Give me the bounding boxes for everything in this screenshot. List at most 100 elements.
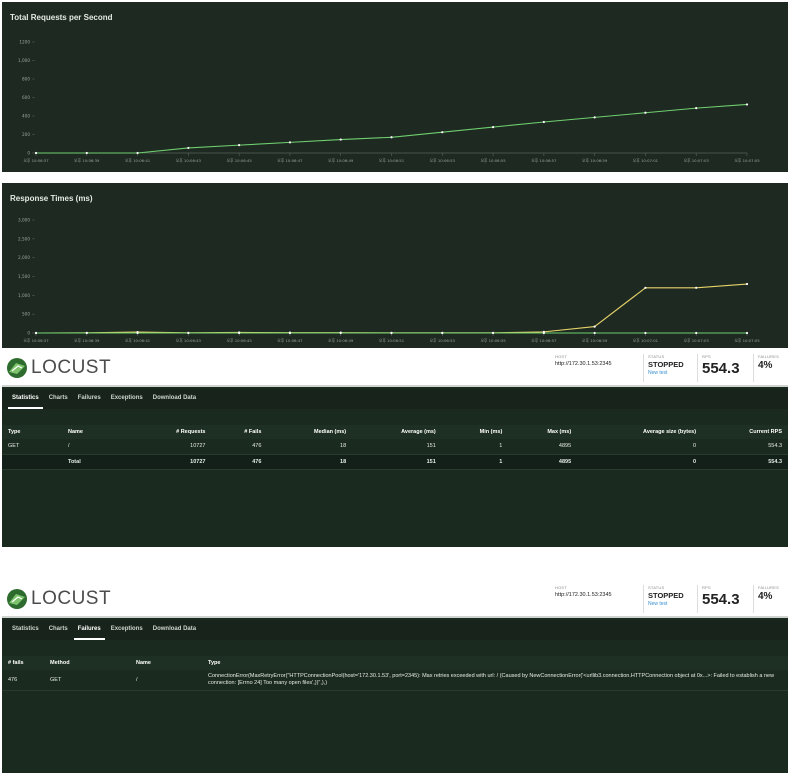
x-tick-label: 오후 10:06:49 — [328, 158, 354, 163]
locust-logo[interactable]: LOCUST — [6, 353, 111, 383]
locust-logo-icon — [7, 358, 27, 378]
data-point — [85, 331, 88, 335]
data-point — [288, 331, 292, 335]
x-tick-label: 오후 10:07:01 — [633, 338, 659, 343]
cell-name: / — [62, 439, 132, 455]
x-tick-label: 오후 10:06:59 — [582, 158, 608, 163]
failures-box: FAILURES 4% — [753, 354, 779, 382]
status-box: STATUS STOPPED New test — [643, 585, 684, 613]
tab-statistics[interactable]: Statistics — [12, 626, 39, 632]
cell-fails: 476 — [2, 670, 44, 691]
cell-average: 151 — [352, 439, 442, 455]
data-point — [390, 331, 393, 335]
column-header[interactable]: Average (ms) — [352, 425, 442, 439]
column-header[interactable]: # Fails — [211, 425, 268, 439]
x-tick-label: 오후 10:06:55 — [480, 158, 506, 163]
y-tick-label: 200 — [22, 132, 30, 137]
tab-download-data[interactable]: Download Data — [152, 395, 197, 401]
cell-method: GET — [44, 670, 130, 691]
cell-median: 18 — [267, 439, 353, 455]
cell-max: 4895 — [508, 454, 578, 470]
response-time-chart-title: Response Times (ms) — [10, 194, 93, 203]
cell-min: 1 — [441, 439, 509, 455]
column-header[interactable]: Average size (bytes) — [577, 425, 703, 439]
statistics-table: Type Name # Requests # Fails Median (ms)… — [2, 425, 788, 470]
cell-fails: 476 — [211, 454, 268, 470]
y-tick-label: 400 — [22, 114, 30, 119]
new-test-link[interactable]: New test — [648, 601, 668, 607]
y-tick-label: 0 — [27, 151, 30, 156]
data-point — [593, 331, 596, 335]
x-tick-label: 오후 10:06:41 — [125, 158, 151, 163]
y-tick-label: 800 — [22, 77, 30, 82]
host-value: http://172.30.1.53:2345 — [555, 361, 612, 367]
data-point — [187, 146, 190, 150]
data-point — [542, 120, 545, 124]
locust-failures-view: LOCUST HOST http://172.30.1.53:2345 STAT… — [2, 580, 788, 773]
x-tick-label: 오후 10:06:51 — [379, 338, 405, 343]
locust-statistics-view: LOCUST HOST http://172.30.1.53:2345 STAT… — [2, 349, 788, 547]
x-tick-label: 오후 10:06:45 — [227, 338, 253, 343]
y-tick-label: 1,000 — [18, 58, 30, 63]
column-header[interactable]: Name — [130, 656, 202, 670]
column-header[interactable]: Current RPS — [702, 425, 788, 439]
response-time-chart: Response Times (ms) 3,000 2,500 2,000 1,500… — [2, 183, 788, 348]
tab-exceptions[interactable]: Exceptions — [110, 626, 143, 632]
x-tick-label: 오후 10:06:43 — [176, 338, 202, 343]
data-point — [136, 151, 139, 155]
column-header[interactable]: # fails — [2, 656, 44, 670]
data-point — [542, 331, 545, 335]
host-box: HOST http://172.30.1.53:2345 — [555, 354, 612, 367]
x-tick-label: 오후 10:06:53 — [430, 158, 456, 163]
rps-value: 554.3 — [702, 360, 740, 377]
tab-charts[interactable]: Charts — [48, 626, 68, 632]
x-tick-label: 오후 10:07:03 — [684, 158, 710, 163]
data-point — [491, 331, 495, 335]
new-test-link[interactable]: New test — [648, 370, 668, 376]
data-point — [441, 131, 444, 134]
data-point — [745, 103, 749, 106]
tab-statistics[interactable]: Statistics — [8, 389, 43, 409]
x-tick-label: 오후 10:06:57 — [531, 338, 557, 343]
series-line — [36, 103, 748, 154]
y-tick-label: 600 — [22, 95, 30, 100]
x-tick-label: 오후 10:06:47 — [277, 158, 303, 163]
tab-failures[interactable]: Failures — [77, 395, 101, 401]
tab-charts[interactable]: Charts — [48, 395, 68, 401]
data-point — [644, 111, 647, 114]
rps-chart-svg: Total Requests per Second 1200 1,000 800 60… — [10, 13, 760, 163]
series-line — [35, 283, 748, 334]
rps-value: 554.3 — [702, 591, 740, 608]
column-header[interactable]: Type — [202, 656, 788, 670]
cell-fails: 476 — [211, 439, 268, 455]
column-header[interactable]: Max (ms) — [508, 425, 578, 439]
y-tick-label: 1,500 — [18, 274, 30, 279]
data-point — [745, 282, 749, 286]
tab-download-data[interactable]: Download Data — [152, 626, 197, 632]
data-point — [238, 144, 241, 147]
logo-text: LOCUST — [31, 357, 112, 378]
column-header[interactable]: Method — [44, 656, 130, 670]
data-point — [136, 331, 139, 335]
cell-name: / — [130, 670, 202, 691]
tab-exceptions[interactable]: Exceptions — [110, 395, 143, 401]
cell-type — [2, 454, 62, 470]
x-tick-label: 오후 10:06:59 — [582, 338, 608, 343]
data-point — [745, 331, 749, 335]
column-header[interactable]: Median (ms) — [267, 425, 353, 439]
locust-logo-icon — [7, 589, 27, 609]
header: LOCUST HOST http://172.30.1.53:2345 STAT… — [2, 349, 788, 387]
column-header[interactable]: Min (ms) — [441, 425, 509, 439]
x-tick-label: 오후 10:06:45 — [227, 158, 253, 163]
x-tick-label: 오후 10:06:49 — [328, 338, 354, 343]
data-point — [695, 107, 698, 110]
locust-logo[interactable]: LOCUST — [6, 584, 111, 614]
column-header[interactable]: Name — [62, 425, 132, 439]
x-tick-label: 오후 10:07:03 — [684, 338, 710, 343]
tab-failures[interactable]: Failures — [73, 620, 105, 640]
column-header[interactable]: Type — [2, 425, 62, 439]
rps-chart: Total Requests per Second 1200 1,000 800 60… — [2, 2, 788, 172]
column-header[interactable]: # Requests — [132, 425, 212, 439]
x-tick-label: 오후 10:06:41 — [125, 338, 151, 343]
header: LOCUST HOST http://172.30.1.53:2345 STAT… — [2, 580, 788, 618]
